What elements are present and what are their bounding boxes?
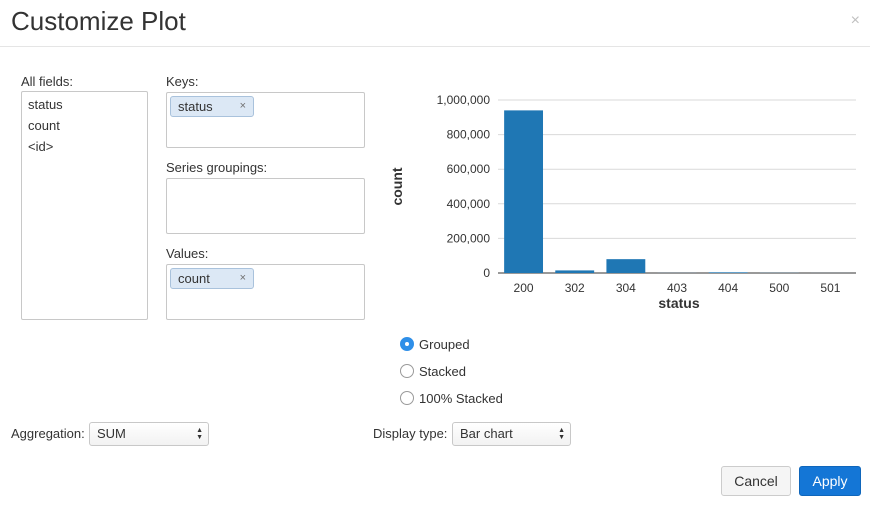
y-tick-label: 1,000,000 [437, 93, 491, 107]
radio-button[interactable] [400, 391, 414, 405]
y-tick-label: 600,000 [447, 162, 491, 176]
bar [555, 270, 595, 273]
all-fields-list[interactable]: status count <id> [21, 91, 148, 320]
radio-100-stacked[interactable]: 100% Stacked [400, 390, 503, 406]
close-icon[interactable]: × [850, 12, 860, 29]
values-label: Values: [166, 246, 209, 261]
values-pill-count[interactable]: count × [170, 268, 254, 289]
x-tick-label: 500 [769, 281, 789, 295]
keys-pill-label: status [178, 99, 213, 114]
radio-button[interactable] [400, 337, 414, 351]
remove-icon[interactable]: × [239, 100, 246, 112]
apply-button[interactable]: Apply [799, 466, 861, 496]
bar-chart: 0 200,000 400,000 600,000 800,000 1,000,000 20… [389, 93, 856, 311]
display-type-value: Bar chart [460, 426, 513, 441]
radio-grouped[interactable]: Grouped [400, 336, 470, 352]
radio-label: Stacked [419, 363, 466, 379]
radio-label: 100% Stacked [419, 390, 503, 406]
keys-pill-status[interactable]: status × [170, 96, 254, 117]
aggregation-select[interactable]: SUM ▲ ▼ [89, 422, 209, 446]
all-fields-label: All fields: [21, 74, 74, 89]
values-dropzone[interactable]: count × [166, 264, 365, 320]
series-groupings-label: Series groupings: [166, 160, 268, 175]
select-arrows-icon: ▲ ▼ [196, 427, 203, 441]
field-item-id[interactable]: <id> [28, 139, 54, 154]
aggregation-label: Aggregation: [11, 426, 85, 441]
remove-icon[interactable]: × [239, 272, 246, 284]
cancel-button[interactable]: Cancel [721, 466, 791, 496]
bar [504, 110, 544, 273]
field-item-count[interactable]: count [28, 118, 60, 133]
keys-label: Keys: [166, 74, 199, 89]
y-tick-label: 400,000 [447, 197, 491, 211]
series-groupings-dropzone[interactable] [166, 178, 365, 234]
aggregation-value: SUM [97, 426, 126, 441]
x-tick-label: 200 [514, 281, 534, 295]
display-type-select[interactable]: Bar chart ▲ ▼ [452, 422, 571, 446]
radio-button[interactable] [400, 364, 414, 378]
x-tick-label: 403 [667, 281, 687, 295]
display-type-label: Display type: [373, 426, 448, 441]
y-tick-label: 0 [483, 266, 490, 280]
x-tick-label: 404 [718, 281, 738, 295]
x-tick-label: 304 [616, 281, 636, 295]
dialog-title: Customize Plot [11, 6, 186, 36]
bar [708, 272, 748, 273]
field-item-status[interactable]: status [28, 97, 63, 112]
radio-stacked[interactable]: Stacked [400, 363, 466, 379]
y-axis-label: count [389, 167, 405, 205]
radio-label: Grouped [419, 336, 470, 352]
dialog-header: Customize Plot × [0, 0, 870, 47]
x-axis-label: status [658, 295, 699, 311]
keys-dropzone[interactable]: status × [166, 92, 365, 148]
values-pill-label: count [178, 271, 210, 286]
bar [606, 259, 646, 273]
x-tick-label: 501 [820, 281, 840, 295]
x-tick-label: 302 [565, 281, 585, 295]
select-arrows-icon: ▲ ▼ [558, 427, 565, 441]
y-tick-label: 200,000 [447, 231, 491, 245]
y-tick-label: 800,000 [447, 128, 491, 142]
